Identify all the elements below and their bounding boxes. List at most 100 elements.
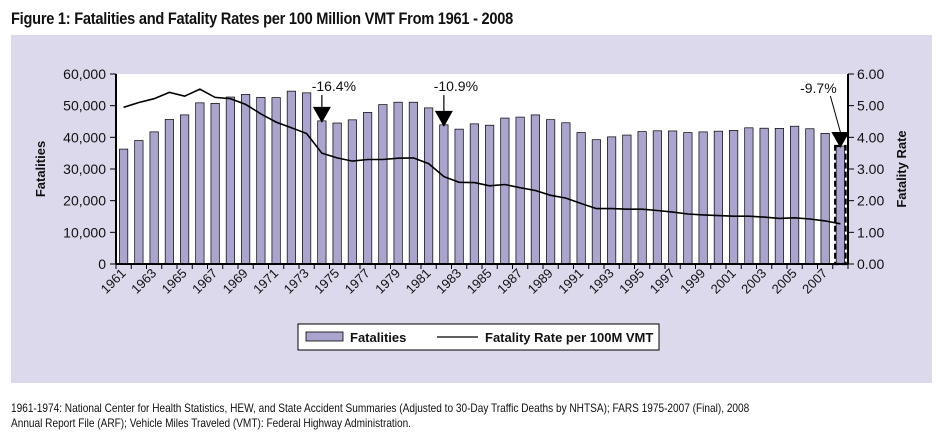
x-tick-label: 1995	[616, 266, 647, 297]
x-tick-label: 1997	[647, 266, 678, 297]
bar-1968	[225, 96, 235, 265]
bar-1999	[698, 131, 708, 265]
plot-area	[116, 74, 848, 264]
annotation-label: -16.4%	[312, 78, 356, 94]
x-tick-label: 1987	[494, 266, 525, 297]
y2-tick-label: 0.00	[857, 256, 884, 272]
bar-1983	[454, 128, 464, 265]
x-tick-label: 1971	[250, 266, 281, 297]
bar-2007	[820, 132, 830, 265]
y-tick-label: 50,000	[63, 98, 106, 114]
source-line-2: Annual Report File (ARF); Vehicle Miles …	[11, 416, 411, 430]
bar-1970	[256, 96, 266, 265]
x-tick-label: 1973	[281, 266, 312, 297]
x-tick-label: 1981	[403, 266, 434, 297]
y-tick-label: 30,000	[63, 161, 106, 177]
y-axis-label: Fatalities	[33, 141, 48, 197]
bar-1962	[134, 140, 144, 265]
bar-2000	[713, 130, 723, 265]
x-tick-label: 2005	[769, 266, 800, 297]
bar-1963	[149, 131, 159, 265]
bar-2002	[744, 127, 754, 265]
bar-1972	[286, 90, 296, 265]
y-tick-label: 20,000	[63, 193, 106, 209]
bar-1985	[485, 124, 495, 265]
bar-1979	[393, 101, 403, 265]
legend-swatch-fatalities	[305, 331, 344, 342]
y-tick-label: 40,000	[63, 129, 106, 145]
x-tick-label: 2003	[738, 266, 769, 297]
x-tick-label: 2001	[708, 266, 739, 297]
bar-2001	[729, 130, 739, 265]
bar-1976	[347, 119, 357, 265]
down-arrow-icon	[312, 106, 331, 123]
source-note: 1961-1974: National Center for Health St…	[11, 401, 943, 431]
annotation-label: -10.9%	[434, 78, 478, 94]
bar-1994	[622, 134, 632, 265]
bar-1986	[500, 117, 510, 265]
bar-1998	[683, 132, 693, 265]
bar-2006	[805, 128, 815, 265]
bar-1969	[241, 94, 251, 265]
legend-box	[297, 323, 660, 351]
x-tick-label: 1969	[220, 266, 251, 297]
bar-1966	[195, 102, 205, 265]
bar-1991	[576, 132, 586, 265]
annotation-leader	[829, 95, 841, 133]
fatality-rate-line	[123, 88, 841, 225]
x-tick-label: 1977	[342, 266, 373, 297]
source-line-1: 1961-1974: National Center for Health St…	[11, 401, 750, 415]
bar-2005	[790, 125, 800, 265]
x-tick-label: 1993	[586, 266, 617, 297]
y2-tick-label: 6.00	[857, 66, 884, 82]
y-tick-label: 60,000	[63, 66, 106, 82]
bar-2003	[759, 127, 769, 265]
y2-tick-label: 5.00	[857, 98, 884, 114]
annotation-label: -9.7%	[800, 80, 837, 96]
x-tick-label: 1967	[189, 266, 220, 297]
bar-1964	[164, 119, 174, 265]
figure-title: Figure 1: Fatalities and Fatality Rates …	[11, 9, 514, 28]
bar-1995	[637, 131, 647, 265]
x-tick-label: 1989	[525, 266, 556, 297]
x-tick-label: 1985	[464, 266, 495, 297]
bar-1981	[424, 107, 434, 265]
x-tick-label: 1999	[677, 266, 708, 297]
bar-1996	[652, 130, 662, 265]
bar-1977	[363, 112, 373, 265]
bar-2004	[774, 128, 784, 265]
annotations-group: -16.4% -10.9% -9.7%	[312, 78, 850, 149]
bar-1975	[332, 122, 342, 265]
x-tick-label: 1983	[433, 266, 464, 297]
x-tick-label: 1963	[128, 266, 159, 297]
legend: Fatalities Fatality Rate per 100M VMT	[297, 323, 660, 351]
y2-tick-label: 3.00	[857, 161, 884, 177]
y2-tick-label: 1.00	[857, 224, 884, 240]
y-tick-label: 0	[98, 256, 106, 272]
legend-label-fatalities: Fatalities	[350, 330, 406, 345]
x-tick-label: 1965	[159, 266, 190, 297]
x-tick-label: 1991	[555, 266, 586, 297]
x-tick-label: 2007	[799, 266, 830, 297]
bar-1992	[591, 139, 601, 265]
bar-1961	[119, 148, 129, 265]
bar-1982	[439, 124, 449, 265]
bar-2008	[835, 145, 845, 265]
y2-tick-label: 2.00	[857, 193, 884, 209]
x-tick-label: 1975	[311, 266, 342, 297]
y-tick-label: 10,000	[63, 224, 106, 240]
legend-label-rate: Fatality Rate per 100M VMT	[485, 330, 653, 345]
down-arrow-icon	[831, 132, 850, 149]
bar-1987	[515, 116, 525, 265]
bar-1974	[317, 120, 327, 265]
bar-1997	[668, 130, 678, 265]
bar-1978	[378, 104, 388, 265]
down-arrow-icon	[434, 110, 453, 127]
bar-1965	[180, 114, 190, 265]
y2-axis-label: Fatality Rate	[894, 130, 909, 207]
bar-1990	[561, 122, 571, 265]
bar-1980	[408, 101, 418, 265]
bar-1967	[210, 103, 220, 265]
x-tick-label: 1979	[372, 266, 403, 297]
